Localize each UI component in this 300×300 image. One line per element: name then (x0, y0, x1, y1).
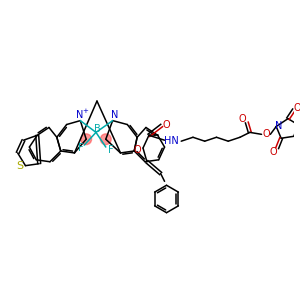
Text: N: N (275, 121, 283, 130)
Text: O: O (163, 119, 170, 130)
Text: O: O (262, 129, 270, 139)
Text: F: F (108, 145, 113, 155)
Text: F: F (77, 143, 83, 153)
Circle shape (81, 134, 92, 145)
Text: O: O (238, 114, 246, 124)
Text: N: N (76, 110, 83, 120)
Text: N: N (111, 110, 118, 120)
Text: O: O (133, 145, 141, 155)
Text: O: O (269, 147, 277, 157)
Text: B: B (94, 124, 100, 134)
Text: HN: HN (164, 136, 179, 146)
Text: O: O (294, 103, 300, 113)
Circle shape (100, 134, 111, 145)
Text: +: + (82, 108, 88, 114)
Text: S: S (16, 161, 23, 171)
